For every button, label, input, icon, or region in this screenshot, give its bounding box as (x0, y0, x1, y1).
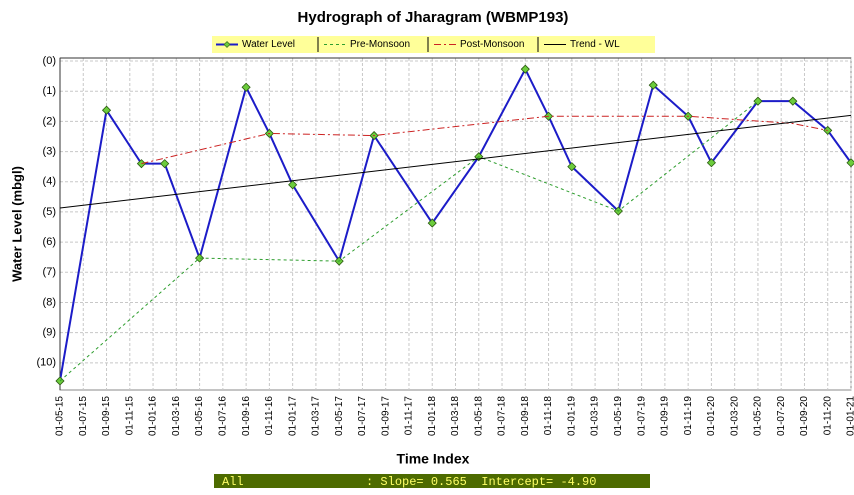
y-tick-label: (10) (36, 357, 56, 369)
x-tick-label: 01-11-16 (264, 396, 275, 436)
x-tick-label: 01-09-19 (660, 396, 671, 436)
footer-box (214, 474, 650, 488)
series-line (59, 100, 759, 382)
x-tick-label: 01-03-19 (590, 396, 601, 436)
x-tick-label: 01-11-20 (822, 396, 833, 436)
data-point (241, 82, 251, 92)
x-tick-label: 01-07-18 (497, 396, 508, 436)
x-tick-label: 01-07-17 (357, 396, 368, 436)
chart-title: Hydrograph of Jharagram (WBMP193) (298, 9, 569, 26)
legend-label: Trend - WL (570, 39, 620, 50)
legend-box (212, 36, 655, 53)
x-tick-label: 01-07-15 (78, 396, 89, 436)
footer-text: All : Slope= 0.565 Intercept= -4.90 (222, 475, 596, 489)
x-tick-label: 01-03-17 (311, 396, 322, 436)
data-point (160, 159, 170, 169)
data-point (101, 105, 112, 115)
y-tick-label: (0) (43, 55, 56, 67)
y-tick-label: (4) (43, 176, 56, 188)
x-tick-label: 01-11-19 (683, 396, 694, 436)
x-tick-label: 01-01-19 (566, 396, 577, 436)
x-tick-label: 01-01-20 (706, 396, 717, 436)
data-point (288, 180, 298, 190)
x-tick-label: 01-03-16 (171, 396, 182, 436)
x-tick-label: 01-05-19 (613, 396, 624, 436)
data-point (648, 80, 658, 90)
y-tick-label: (2) (43, 115, 56, 127)
data-point (136, 159, 146, 169)
data-point (788, 96, 798, 106)
x-tick-label: 01-11-18 (543, 396, 554, 436)
legend-marker (223, 41, 231, 48)
x-tick-label: 01-03-18 (450, 396, 461, 436)
data-point (706, 158, 716, 168)
series-line (59, 114, 852, 209)
x-tick-label: 01-05-20 (753, 396, 764, 436)
x-tick-label: 01-07-16 (217, 396, 228, 436)
x-tick-label: 01-09-20 (799, 396, 810, 436)
legend-label: Pre-Monsoon (350, 39, 410, 50)
series-line (141, 115, 828, 165)
legend-label: Water Level (242, 39, 295, 50)
x-tick-label: 01-11-17 (404, 396, 415, 436)
x-tick-label: 01-01-18 (427, 396, 438, 436)
y-tick-label: (3) (43, 145, 56, 157)
x-tick-label: 01-03-20 (729, 396, 740, 436)
x-tick-label: 01-09-17 (380, 396, 391, 436)
y-tick-label: (5) (43, 206, 56, 218)
y-axis-label: Water Level (mbgl) (9, 166, 24, 282)
y-tick-label: (6) (43, 236, 56, 248)
x-tick-label: 01-11-15 (124, 396, 135, 436)
x-tick-label: 01-07-20 (776, 396, 787, 436)
x-tick-label: 01-09-15 (101, 396, 112, 436)
data-point (520, 64, 530, 74)
data-point (753, 96, 763, 106)
x-tick-label: 01-05-15 (55, 396, 66, 436)
x-tick-label: 01-01-17 (287, 396, 298, 436)
x-tick-label: 01-05-16 (194, 396, 205, 436)
x-tick-label: 01-05-17 (334, 396, 345, 436)
x-tick-label: 01-01-16 (148, 396, 159, 436)
x-tick-label: 01-07-19 (636, 396, 647, 436)
y-tick-label: (9) (43, 327, 56, 339)
y-tick-label: (1) (43, 85, 56, 97)
y-tick-label: (8) (43, 296, 56, 308)
x-tick-label: 01-09-16 (241, 396, 252, 436)
x-tick-label: 01-01-21 (846, 396, 854, 436)
x-tick-label: 01-05-18 (473, 396, 484, 436)
data-point (195, 253, 205, 263)
x-tick-label: 01-09-18 (520, 396, 531, 436)
x-axis-label: Time Index (397, 451, 470, 467)
legend-label: Post-Monsoon (460, 39, 524, 50)
y-tick-label: (7) (43, 266, 56, 278)
data-point (427, 218, 437, 228)
data-point (567, 162, 577, 172)
